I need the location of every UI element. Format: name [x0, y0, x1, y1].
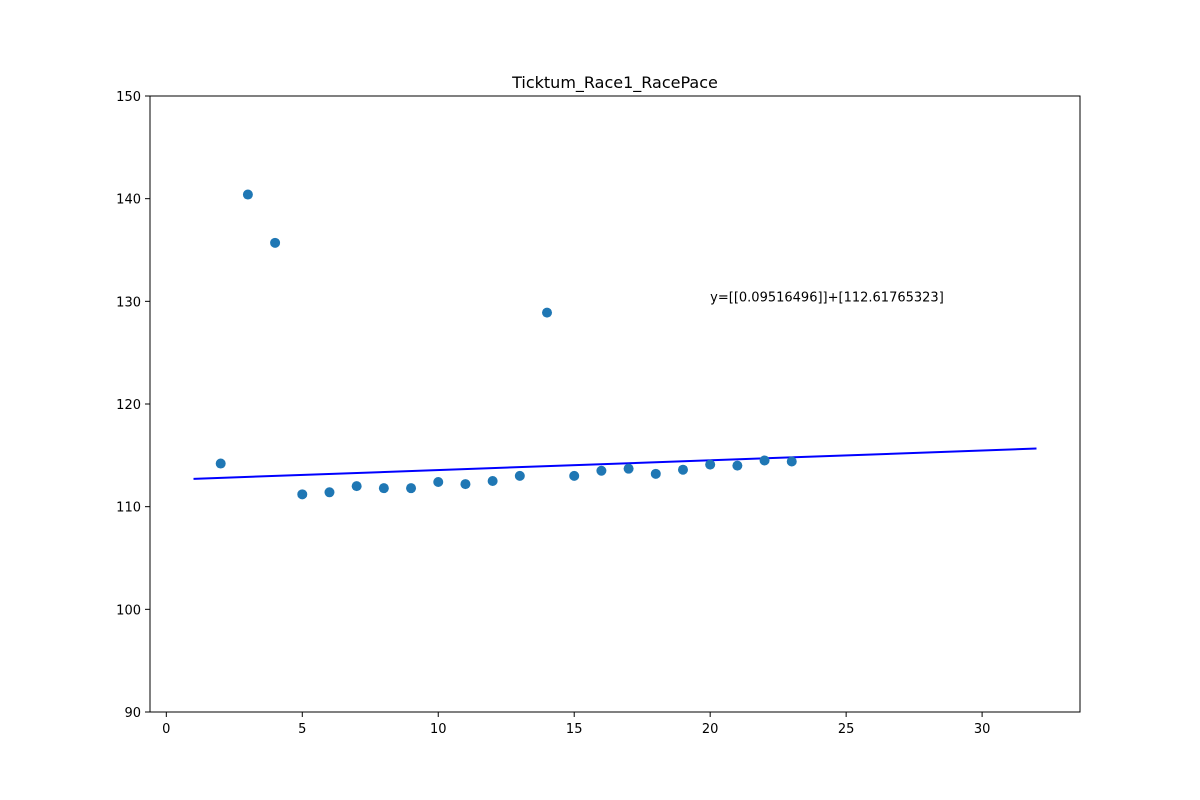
data-point [705, 459, 716, 470]
data-point [406, 483, 417, 494]
y-tick-label: 120 [116, 398, 141, 413]
fit-line [193, 447, 1037, 480]
x-tick-label: 5 [298, 722, 306, 737]
data-point [596, 465, 607, 476]
x-tick-label: 30 [974, 722, 991, 737]
y-tick-label: 130 [116, 295, 141, 310]
data-point [460, 479, 471, 490]
plot-area: 0 5 10 15 20 25 30 90 100 110 120 130 140 150 y=[[0.09… [116, 90, 1081, 737]
x-tick-label: 10 [430, 722, 447, 737]
x-tick-label: 20 [702, 722, 719, 737]
data-point [677, 464, 688, 475]
x-tick-label: 25 [838, 722, 855, 737]
data-point [242, 189, 253, 200]
data-point [569, 470, 580, 481]
y-tick-label: 90 [124, 706, 141, 721]
data-point [378, 483, 389, 494]
data-point [215, 458, 226, 469]
data-point [297, 489, 308, 500]
y-tick-label: 150 [116, 90, 141, 105]
data-point [759, 455, 770, 466]
data-point [351, 481, 362, 492]
y-tick-label: 140 [116, 193, 141, 208]
data-point [650, 468, 661, 479]
data-point [324, 487, 335, 498]
data-point [732, 460, 743, 471]
data-point [433, 477, 444, 488]
data-point [270, 237, 281, 248]
data-point [542, 307, 553, 318]
data-point [623, 463, 634, 474]
x-tick-label: 15 [566, 722, 583, 737]
fit-equation-annotation: y=[[0.09516496]]+[112.61765323] [710, 290, 944, 305]
data-point [514, 470, 525, 481]
y-tick-label: 110 [116, 501, 141, 516]
x-tick-label: 0 [162, 722, 170, 737]
data-point [487, 476, 498, 486]
y-tick-label: 100 [116, 603, 141, 618]
chart-title: Ticktum_Race1_RacePace [511, 73, 718, 93]
data-point [786, 456, 797, 467]
